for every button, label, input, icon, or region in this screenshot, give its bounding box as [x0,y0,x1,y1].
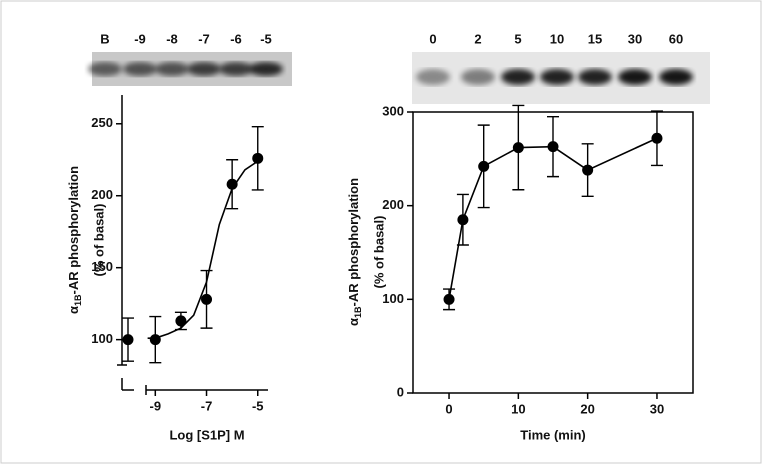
blot-label: 15 [588,31,602,46]
blot-band [219,62,253,76]
x-axis-label: Time (min) [520,427,586,442]
blot-label: -6 [230,31,242,46]
blot-band [659,69,693,85]
x-tick-label: -7 [201,398,213,413]
y-tick-label: 100 [91,331,113,346]
y-axis-units: (% of basal) [371,216,386,289]
y-axis-units: (% of basal) [91,204,106,277]
blot-label: 30 [628,31,642,46]
blot-band [540,69,574,85]
blot-label: 10 [550,31,564,46]
x-tick-label: 20 [580,401,594,416]
x-axis-label: Log [S1P] M [169,427,244,442]
y-tick-label: 200 [91,187,113,202]
y-axis-label-rest: -AR phosphorylation [346,178,361,307]
data-point [226,178,238,190]
blot-label: -9 [134,31,146,46]
y-tick-label: 150 [91,259,113,274]
blot-label: B [100,31,109,46]
blot-band [155,62,189,76]
data-point [149,334,161,346]
blot-label: -7 [198,31,210,46]
x-tick-label: -9 [150,398,162,413]
blot-band [249,62,283,76]
blot-label: 5 [514,31,521,46]
data-point [457,214,469,226]
blot-band [88,62,122,76]
blot-band [618,69,652,85]
y-tick-label: 100 [382,291,404,306]
blot-band [501,69,535,85]
blot-band [187,62,221,76]
x-tick-label: 0 [445,401,452,416]
y-tick-label: 0 [397,384,404,399]
data-point [478,160,490,172]
y-tick-label: 300 [382,103,404,118]
blot-label: 2 [474,31,481,46]
data-point [201,293,213,305]
y-axis-label-subscript: 1B [73,294,83,306]
y-axis-label: α1B-AR phosphorylation [346,178,363,326]
data-point [547,141,559,153]
data-point [443,293,455,305]
y-tick-label: 250 [91,115,113,130]
data-point [651,132,663,144]
y-axis-label-rest: -AR phosphorylation [66,166,81,295]
data-point [582,164,594,176]
blot-band [578,69,612,85]
data-point [512,142,524,154]
blot-label: 60 [669,31,683,46]
blot-label: 0 [429,31,436,46]
y-axis-label: α1B-AR phosphorylation [66,166,83,314]
x-tick-label: 10 [511,401,525,416]
blot-band [123,62,157,76]
y-axis-label-symbol: α [66,306,81,314]
data-point [122,334,134,346]
y-axis-label-symbol: α [346,318,361,326]
data-point [175,315,187,327]
data-point [252,152,264,164]
blot-label: -8 [166,31,178,46]
blot-band [461,69,495,85]
blot-band [416,69,450,85]
y-axis-label-subscript: 1B [353,306,363,318]
x-tick-label: 30 [650,401,664,416]
plot-frame [412,111,694,394]
blot-label: -5 [260,31,272,46]
y-tick-label: 200 [382,197,404,212]
fit-curve [147,160,259,339]
x-tick-label: -5 [252,398,264,413]
